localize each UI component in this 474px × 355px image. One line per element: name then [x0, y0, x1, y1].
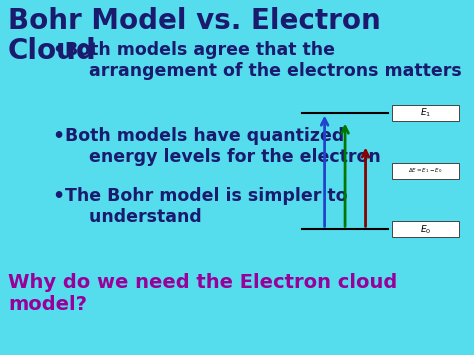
Text: Cloud: Cloud — [8, 37, 97, 65]
Text: Why do we need the Electron cloud
model?: Why do we need the Electron cloud model? — [8, 273, 397, 314]
Text: •: • — [52, 127, 64, 146]
Text: Both models have quantized
    energy levels for the electron: Both models have quantized energy levels… — [65, 127, 381, 166]
Text: $E_0$: $E_0$ — [419, 223, 431, 236]
Text: The Bohr model is simpler to
    understand: The Bohr model is simpler to understand — [65, 187, 347, 226]
FancyBboxPatch shape — [392, 222, 458, 237]
Text: •: • — [52, 41, 64, 60]
FancyBboxPatch shape — [392, 105, 458, 121]
Text: Bohr Model vs. Electron: Bohr Model vs. Electron — [8, 7, 381, 35]
Text: Both models agree that the
    arrangement of the electrons matters: Both models agree that the arrangement o… — [65, 41, 462, 80]
FancyBboxPatch shape — [392, 163, 458, 179]
Text: $E_1$: $E_1$ — [419, 106, 431, 119]
Text: •: • — [52, 187, 64, 206]
Text: $\Delta E=E_1-E_0$: $\Delta E=E_1-E_0$ — [408, 166, 443, 175]
